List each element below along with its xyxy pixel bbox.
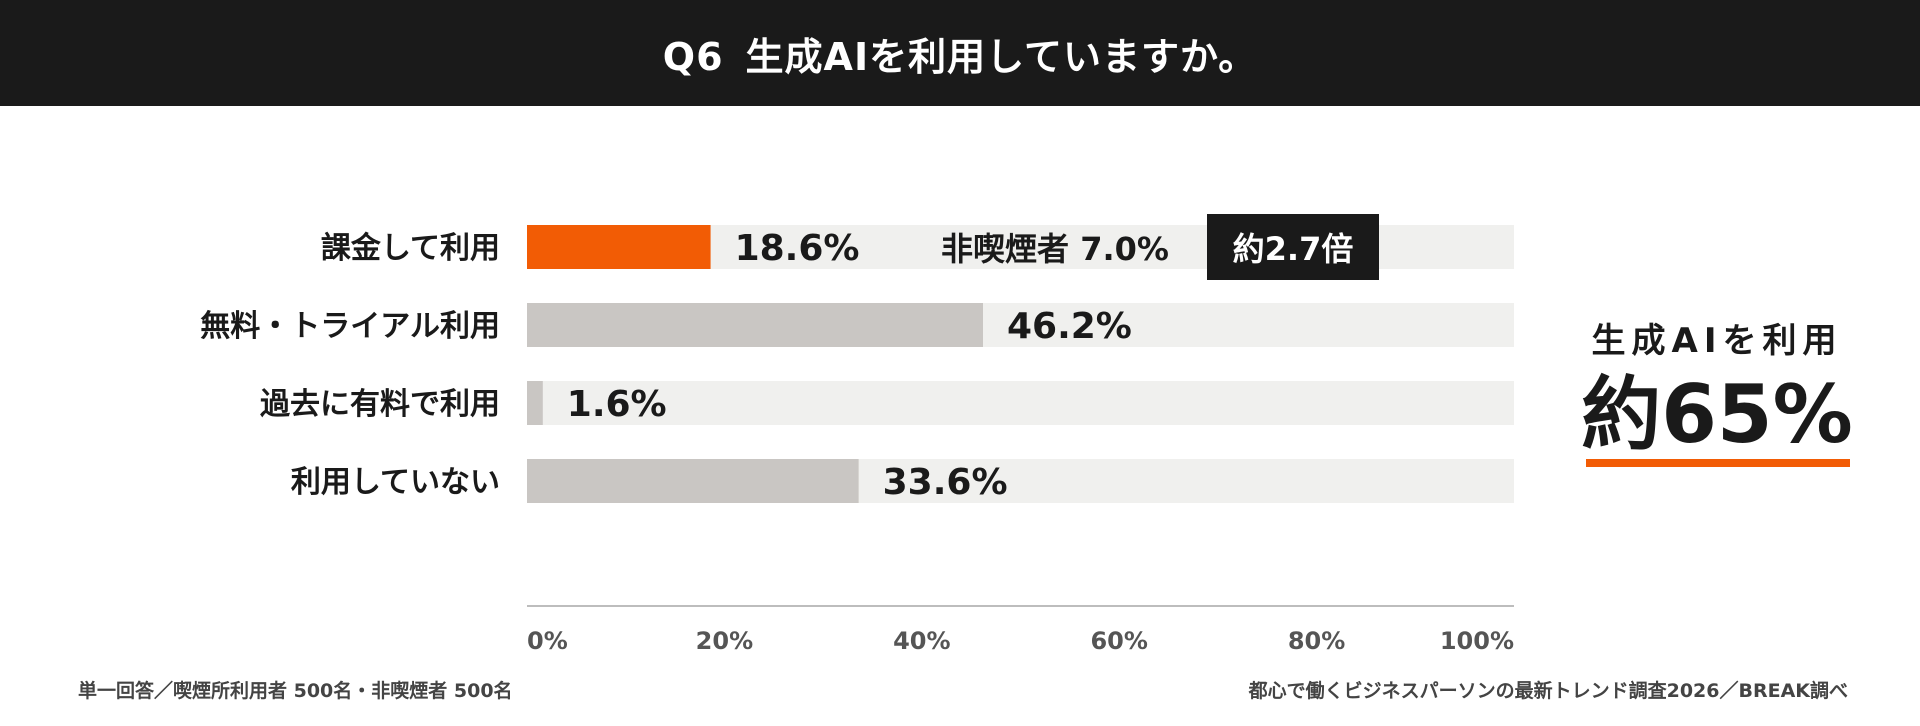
question-text: 生成AIを利用していますか。 bbox=[745, 34, 1258, 79]
category-label: 無料・トライアル利用 bbox=[200, 309, 500, 344]
ratio-badge-text: 約2.7倍 bbox=[1233, 230, 1354, 268]
callout-underline bbox=[1586, 459, 1850, 467]
category-label: 課金して利用 bbox=[321, 231, 500, 266]
tick-label: 0% bbox=[527, 627, 568, 655]
category-label: 過去に有料で利用 bbox=[260, 387, 500, 422]
data-label: 18.6% bbox=[735, 228, 860, 269]
footnote-sample: 単一回答／喫煙所利用者 500名・非喫煙者 500名 bbox=[78, 680, 513, 702]
title-bar: Q6 生成AIを利用していますか。 bbox=[0, 0, 1920, 106]
bar-track bbox=[527, 381, 1514, 425]
comparison-annotation: 非喫煙者 7.0% 約2.7倍 bbox=[941, 214, 1379, 280]
tick-label: 20% bbox=[696, 627, 753, 655]
ratio-badge bbox=[1207, 214, 1379, 280]
bar bbox=[527, 225, 711, 269]
bar bbox=[527, 303, 983, 347]
x-axis-ticks: 0% 20% 40% 60% 80% 100% bbox=[527, 627, 1514, 655]
tick-label: 40% bbox=[893, 627, 950, 655]
summary-callout: 生成AIを利用 約65% bbox=[1581, 321, 1853, 467]
callout-value: 約65% bbox=[1581, 368, 1852, 461]
question-number: Q6 bbox=[662, 34, 724, 79]
data-label: 46.2% bbox=[1007, 306, 1132, 347]
chart-title: Q6 生成AIを利用していますか。 bbox=[663, 26, 1257, 81]
callout-label: 生成AIを利用 bbox=[1592, 321, 1843, 361]
data-label: 1.6% bbox=[567, 384, 667, 425]
footnote-source: 都心で働くビジネスパーソンの最新トレンド調査2026／BREAK調べ bbox=[1248, 680, 1848, 702]
tick-label: 100% bbox=[1440, 627, 1514, 655]
tick-label: 80% bbox=[1288, 627, 1345, 655]
bar bbox=[527, 381, 543, 425]
bar bbox=[527, 459, 859, 503]
comparison-label: 非喫煙者 7.0% bbox=[941, 230, 1169, 268]
tick-label: 60% bbox=[1090, 627, 1147, 655]
data-label: 33.6% bbox=[883, 462, 1008, 503]
category-label: 利用していない bbox=[291, 465, 500, 500]
